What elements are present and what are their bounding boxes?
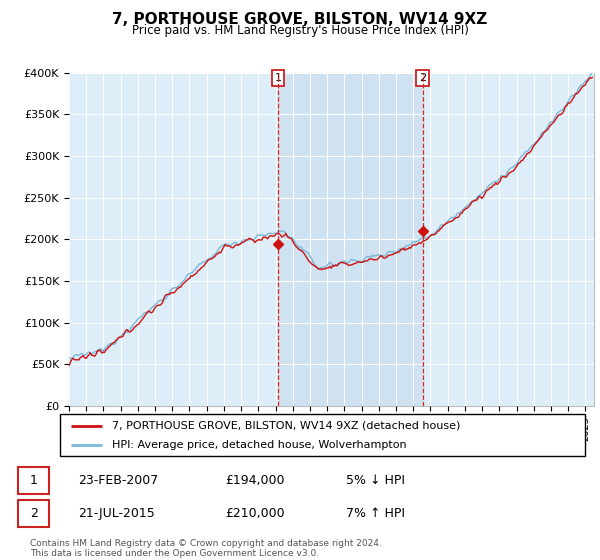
Text: HPI: Average price, detached house, Wolverhampton: HPI: Average price, detached house, Wolv…	[113, 440, 407, 450]
FancyBboxPatch shape	[18, 467, 49, 493]
Text: 1: 1	[29, 474, 38, 487]
Bar	[278, 73, 423, 406]
Text: 5% ↓ HPI: 5% ↓ HPI	[346, 474, 405, 487]
Text: 7% ↑ HPI: 7% ↑ HPI	[346, 507, 405, 520]
Text: 2: 2	[419, 73, 426, 83]
Text: £194,000: £194,000	[225, 474, 284, 487]
Text: £210,000: £210,000	[225, 507, 285, 520]
Text: 1: 1	[275, 73, 281, 83]
Text: 7, PORTHOUSE GROVE, BILSTON, WV14 9XZ (detached house): 7, PORTHOUSE GROVE, BILSTON, WV14 9XZ (d…	[113, 421, 461, 431]
Text: 7, PORTHOUSE GROVE, BILSTON, WV14 9XZ: 7, PORTHOUSE GROVE, BILSTON, WV14 9XZ	[112, 12, 488, 27]
FancyBboxPatch shape	[60, 414, 585, 456]
FancyBboxPatch shape	[18, 500, 49, 526]
Text: 2: 2	[29, 507, 38, 520]
Text: 23-FEB-2007: 23-FEB-2007	[78, 474, 158, 487]
Text: Contains HM Land Registry data © Crown copyright and database right 2024.
This d: Contains HM Land Registry data © Crown c…	[30, 539, 382, 558]
Text: 21-JUL-2015: 21-JUL-2015	[78, 507, 155, 520]
Text: Price paid vs. HM Land Registry's House Price Index (HPI): Price paid vs. HM Land Registry's House …	[131, 24, 469, 37]
